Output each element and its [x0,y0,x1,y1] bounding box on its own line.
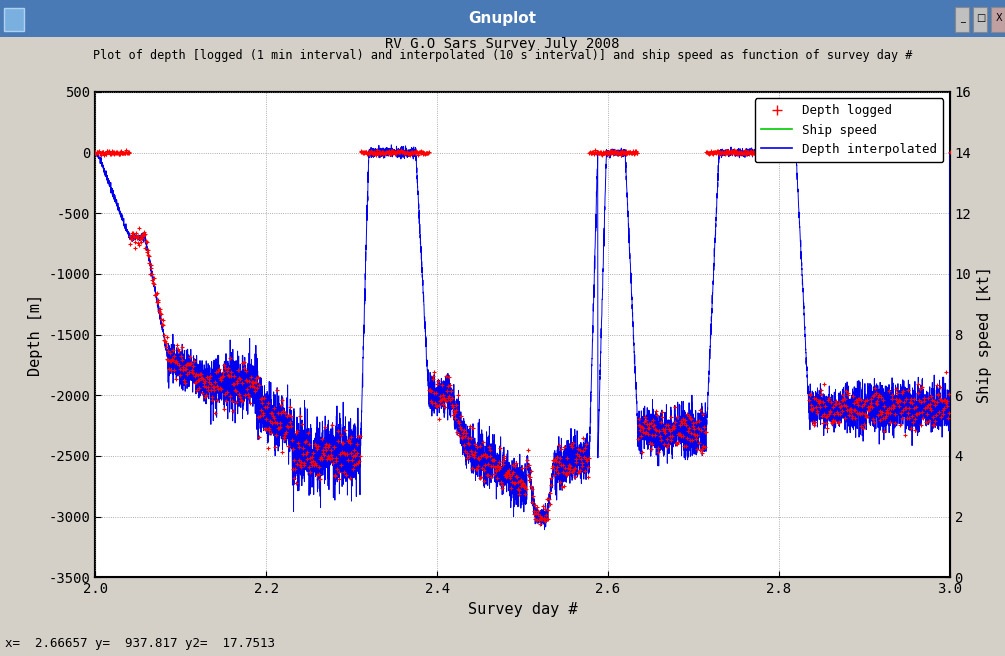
Bar [991,7,1005,31]
Text: Gnuplot: Gnuplot [468,11,537,26]
Legend: Depth logged, Ship speed, Depth interpolated: Depth logged, Ship speed, Depth interpol… [755,98,944,162]
Text: x=  2.66657 y=  937.817 y2=  17.7513: x= 2.66657 y= 937.817 y2= 17.7513 [5,637,275,650]
X-axis label: Survey day #: Survey day # [468,602,577,617]
Bar [973,7,987,31]
Y-axis label: Ship speed [kt]: Ship speed [kt] [977,266,992,403]
Bar [955,7,969,31]
Text: □: □ [976,13,986,24]
Y-axis label: Depth [m]: Depth [m] [28,293,43,376]
Text: X: X [996,13,1002,24]
Text: RV G.O Sars Survey July 2008: RV G.O Sars Survey July 2008 [385,37,620,51]
Text: _: _ [961,13,965,24]
Text: Plot of depth [logged (1 min interval) and interpolated (10 s interval)] and shi: Plot of depth [logged (1 min interval) a… [92,49,913,62]
Bar [4,8,24,31]
